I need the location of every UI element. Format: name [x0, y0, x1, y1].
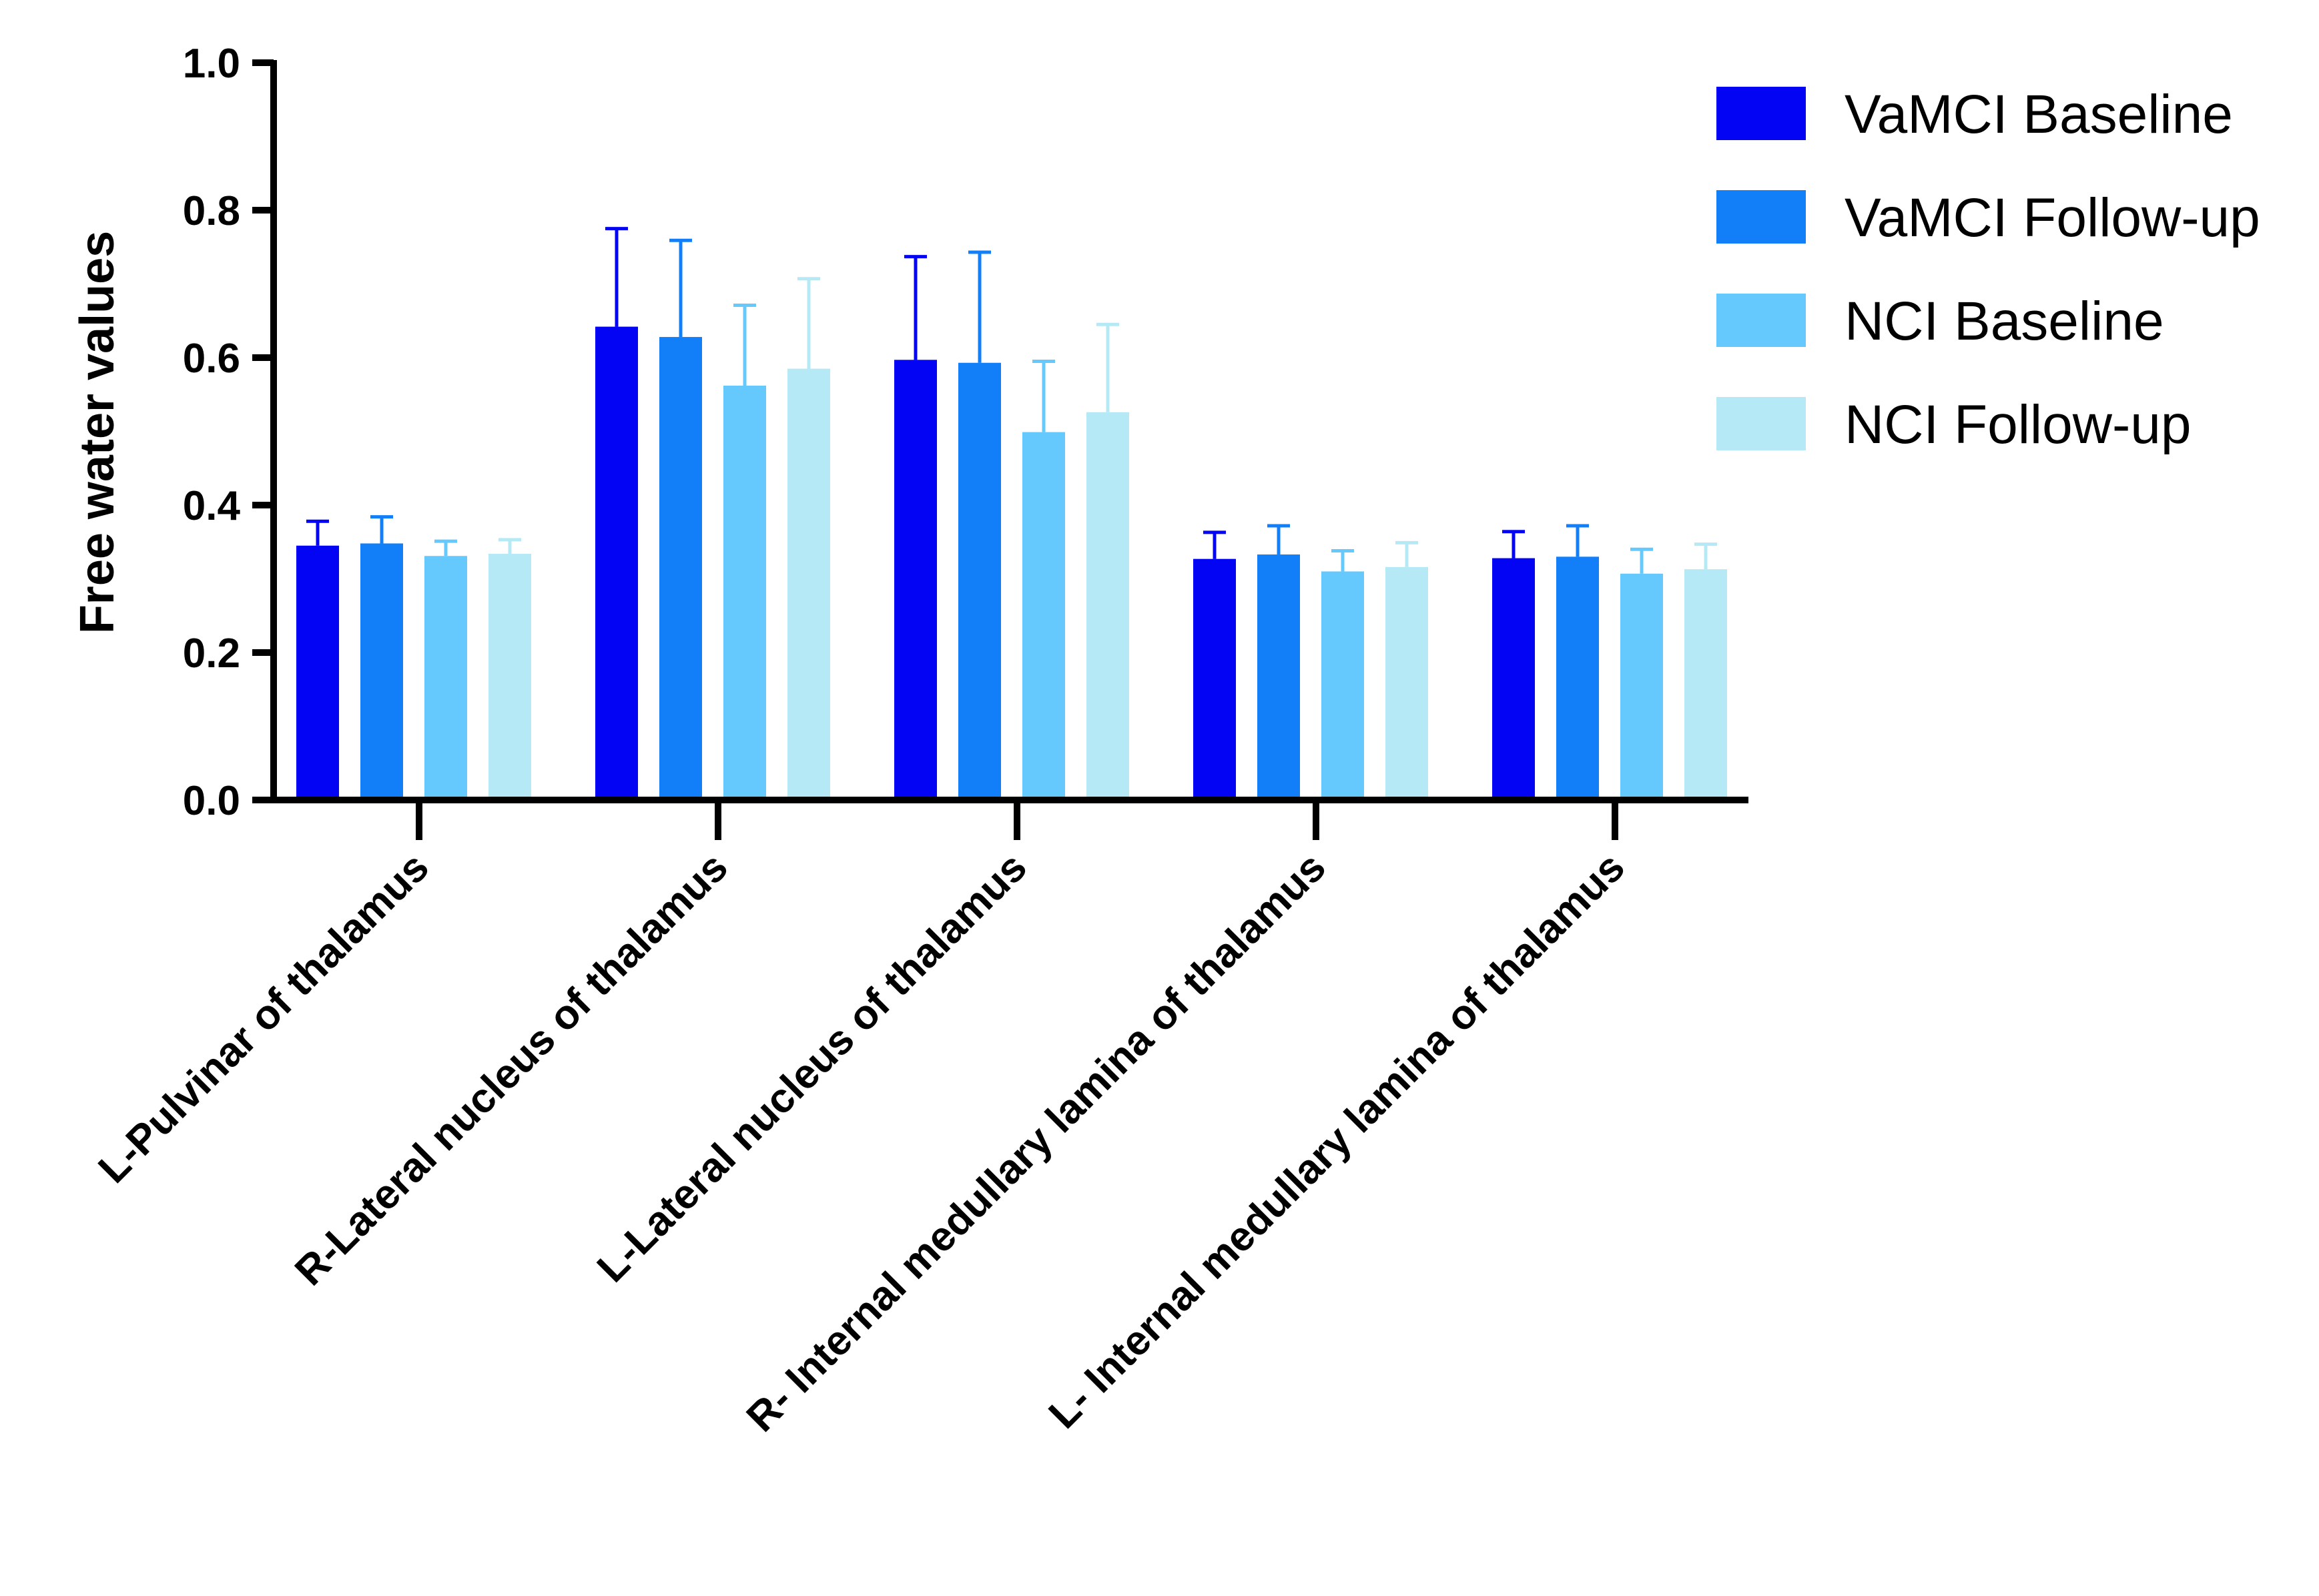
- bar: [958, 362, 1001, 800]
- axes: [270, 60, 1748, 803]
- bar: [1620, 573, 1663, 800]
- bar: [787, 368, 830, 800]
- legend-label: VaMCI Follow-up: [1845, 187, 2260, 248]
- bar: [723, 385, 766, 800]
- bar: [659, 337, 702, 800]
- bar: [1385, 566, 1428, 800]
- bar: [296, 545, 339, 800]
- legend-swatch: [1716, 397, 1806, 450]
- legend-swatch: [1716, 87, 1806, 140]
- y-axis-title: Free water values: [71, 231, 124, 634]
- bar: [1022, 432, 1065, 800]
- legend-swatch: [1716, 294, 1806, 347]
- bar: [894, 360, 937, 800]
- bar: [1086, 412, 1129, 800]
- legend-label: VaMCI Baseline: [1845, 84, 2233, 145]
- bar: [1257, 554, 1300, 800]
- bar-series: [296, 326, 1727, 801]
- x-tick-label: L-Pulvinar of thalamus: [90, 844, 438, 1192]
- y-tick-label: 0.8: [183, 188, 240, 234]
- error-bars: [306, 227, 1717, 574]
- bar: [1193, 558, 1236, 800]
- y-tick-label: 0.4: [183, 483, 241, 529]
- x-tick-label: R- Internal medullary lamina of thalamus: [738, 844, 1335, 1441]
- bar: [1321, 571, 1364, 800]
- y-axis-ticks: 0.0 0.2 0.4 0.6 0.8 1.0: [183, 41, 274, 824]
- bar: [424, 556, 467, 800]
- y-tick-label: 0.6: [183, 336, 240, 382]
- legend-swatch: [1716, 190, 1806, 244]
- y-tick-label: 0.0: [183, 778, 240, 824]
- legend-label: NCI Baseline: [1845, 291, 2164, 352]
- bar: [360, 543, 403, 800]
- y-tick-label: 0.2: [183, 631, 240, 677]
- x-tick-label: L- Internal medullary lamina of thalamus: [1040, 844, 1634, 1437]
- bar: [1556, 556, 1599, 800]
- y-tick-label: 1.0: [183, 41, 240, 87]
- bar: [1492, 558, 1535, 800]
- legend: VaMCI Baseline VaMCI Follow-up NCI Baselin…: [1716, 84, 2260, 455]
- bar: [1684, 569, 1727, 800]
- bar: [488, 553, 531, 800]
- legend-label: NCI Follow-up: [1845, 394, 2191, 455]
- bar: [595, 326, 638, 801]
